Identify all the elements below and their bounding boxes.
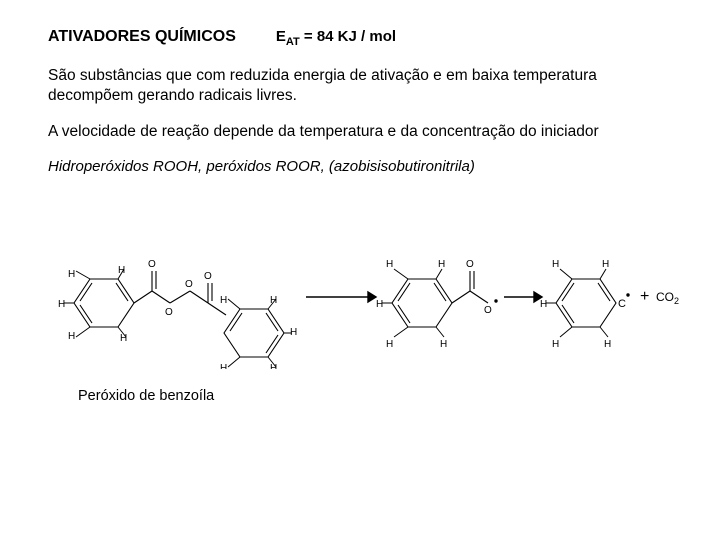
svg-text:O: O	[466, 259, 474, 270]
svg-text:O: O	[148, 259, 156, 270]
energy-value: = 84 KJ / mol	[300, 28, 396, 45]
svg-text:H: H	[220, 363, 227, 369]
svg-text:H: H	[68, 331, 75, 342]
svg-text:O: O	[185, 279, 193, 290]
svg-text:H: H	[118, 265, 125, 276]
reaction-arrow-2	[504, 292, 542, 302]
paragraph-1: São substâncias que com reduzida energia…	[48, 66, 680, 106]
svg-text:C: C	[618, 298, 626, 310]
svg-text:H: H	[552, 259, 559, 270]
svg-text:O: O	[165, 307, 173, 318]
energy-subscript: AT	[286, 36, 300, 48]
svg-text:O: O	[484, 305, 492, 316]
svg-text:H: H	[386, 339, 393, 350]
svg-text:O: O	[204, 271, 212, 282]
paragraph-2: A velocidade de reação depende da temper…	[48, 122, 680, 142]
svg-text:H: H	[58, 299, 65, 310]
svg-text:H: H	[540, 299, 547, 310]
reaction-caption: Peróxido de benzoíla	[78, 388, 680, 404]
activation-energy: EAT = 84 KJ / mol	[276, 28, 396, 48]
svg-text:H: H	[602, 259, 609, 270]
svg-text:H: H	[440, 339, 447, 350]
svg-text:H: H	[438, 259, 445, 270]
energy-symbol: E	[276, 28, 286, 45]
svg-text:H: H	[552, 339, 559, 350]
plus-sign: +	[640, 288, 649, 305]
svg-text:H: H	[376, 299, 383, 310]
reaction-arrow-1	[306, 292, 376, 302]
svg-text:H: H	[220, 295, 227, 306]
svg-text:H: H	[386, 259, 393, 270]
svg-text:H: H	[68, 269, 75, 280]
reaction-diagram: H H H H H	[44, 189, 680, 374]
co2-label: CO2	[656, 290, 679, 306]
page-title: ATIVADORES QUÍMICOS	[48, 28, 236, 46]
svg-text:H: H	[604, 339, 611, 350]
examples-line: Hidroperóxidos ROOH, peróxidos ROOR, (az…	[48, 158, 680, 175]
